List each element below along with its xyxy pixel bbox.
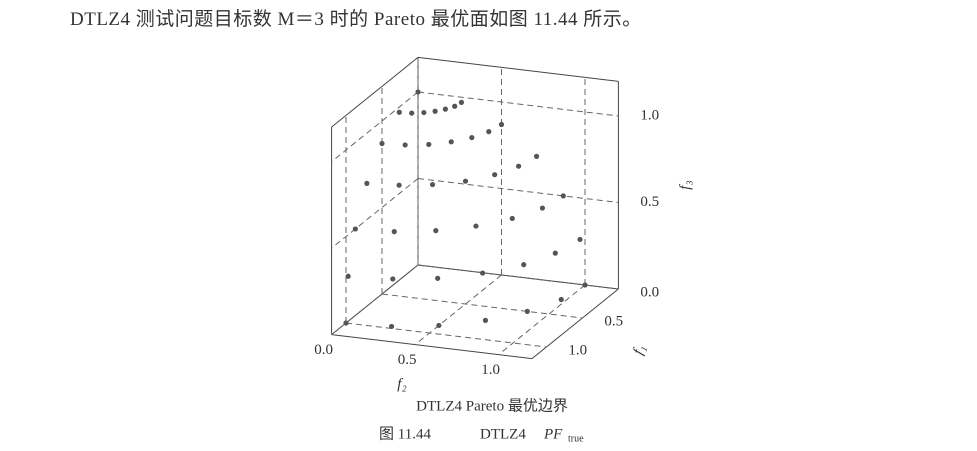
grid-line [498, 284, 586, 355]
point [509, 215, 515, 222]
x-axis-label: f₁ [630, 343, 648, 357]
point [473, 223, 479, 229]
grid-line [414, 274, 502, 345]
grid-line [345, 322, 547, 348]
point [539, 205, 546, 211]
point [402, 142, 408, 148]
point [480, 270, 486, 276]
x-tick-label: 0.0 [640, 284, 659, 300]
caption-label: DTLZ4 [480, 426, 526, 442]
point [343, 320, 349, 326]
point [560, 193, 566, 199]
point [516, 163, 522, 169]
y-tick-label: 0.0 [314, 342, 333, 358]
grid-line [381, 293, 583, 319]
point [552, 250, 558, 256]
point [469, 134, 475, 141]
point [364, 180, 370, 186]
y-tick-label: 0.5 [398, 352, 417, 368]
point [421, 109, 427, 116]
y-axis-label: f₂ [397, 376, 406, 392]
point [577, 236, 583, 243]
grid-line [417, 91, 619, 117]
point [388, 323, 395, 330]
point [458, 99, 465, 105]
point [486, 129, 492, 135]
point [524, 308, 530, 314]
grid-line [331, 178, 419, 249]
point [448, 139, 454, 145]
box-edge [331, 57, 419, 128]
grid-line [417, 264, 619, 290]
caption-number: 图 11.44 [379, 425, 431, 442]
point [379, 140, 385, 147]
grid-line [417, 178, 619, 203]
box-edge [331, 334, 533, 360]
caption-symbol: PF [543, 426, 563, 442]
grid-line [331, 91, 419, 162]
point [436, 322, 442, 329]
point [396, 182, 402, 188]
point [435, 275, 441, 281]
paragraph: DTLZ4 测试问题目标数 M＝3 时的 Pareto 最优面如图 11.44 … [70, 9, 642, 30]
z-axis-label: f₃ [677, 180, 693, 189]
x-tick-label: 1.0 [568, 342, 587, 358]
chart-title: DTLZ4 Pareto 最优边界 [416, 397, 568, 414]
point [492, 172, 498, 178]
point [415, 89, 421, 95]
point [390, 276, 396, 282]
point [409, 110, 415, 116]
caption-subscript: true [568, 433, 584, 444]
point [433, 228, 439, 234]
point [432, 108, 438, 114]
box-edge [417, 56, 619, 82]
point [462, 178, 469, 184]
point [582, 282, 588, 288]
point [452, 103, 458, 109]
point [352, 226, 358, 232]
point [521, 262, 527, 268]
point [533, 153, 540, 159]
z-tick-label: 1.0 [640, 107, 659, 123]
z-tick-label: 0.5 [640, 194, 659, 210]
point [429, 181, 436, 188]
y-tick-label: 1.0 [481, 362, 500, 378]
x-tick-label: 0.5 [604, 313, 623, 329]
point [482, 317, 489, 323]
point [345, 273, 351, 279]
point [442, 106, 448, 112]
point [391, 229, 397, 235]
point [498, 121, 505, 128]
point [396, 109, 402, 115]
point [426, 141, 432, 148]
point [558, 296, 564, 303]
